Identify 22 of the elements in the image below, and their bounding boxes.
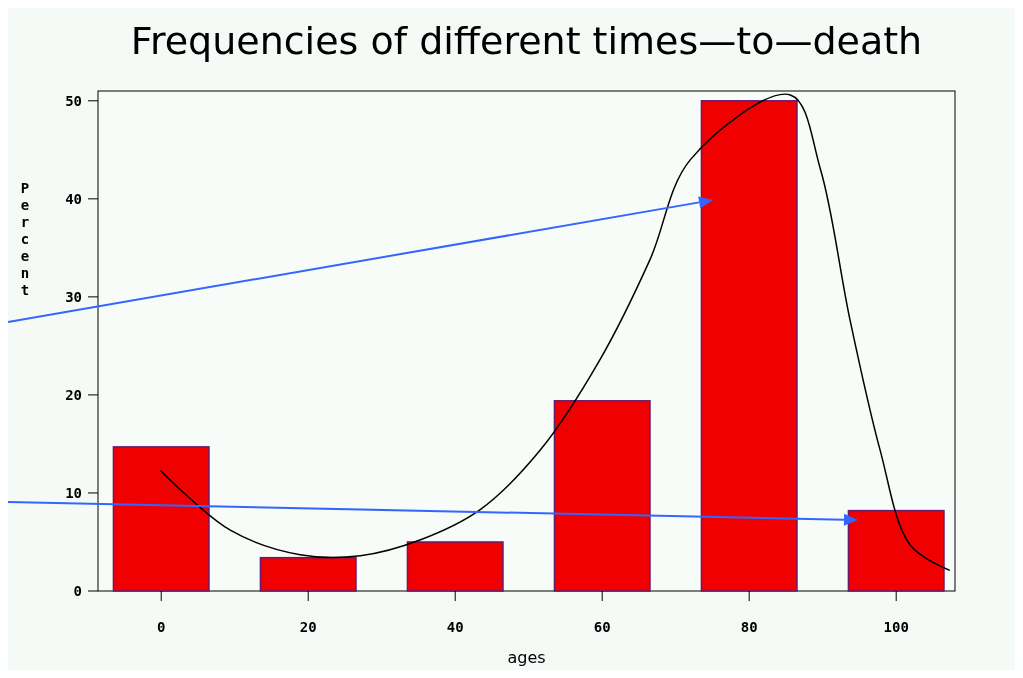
x-tick-label: 40 (446, 619, 464, 635)
x-tick-label: 100 (883, 619, 909, 635)
x-tick-label: 20 (299, 619, 317, 635)
y-tick-label: 50 (65, 92, 82, 109)
bar (847, 509, 945, 592)
bar (406, 541, 504, 592)
bar (259, 556, 357, 592)
y-tick-label: 40 (65, 190, 82, 207)
y-tick-label: 30 (65, 288, 82, 305)
x-tick-label: 60 (593, 619, 611, 635)
bar (553, 400, 651, 592)
x-axis-title: ages (507, 648, 546, 667)
line-series (159, 93, 951, 572)
chart-title: Frequencies of different times—to—death (130, 19, 923, 63)
bar (700, 100, 798, 592)
x-tick-label: 0 (156, 619, 166, 635)
y-tick-label: 10 (65, 484, 82, 501)
y-tick-label: 0 (73, 582, 82, 599)
y-axis-title: Percent (20, 180, 30, 298)
y-tick-label: 20 (65, 386, 82, 403)
x-tick-label: 80 (740, 619, 758, 635)
bar (112, 446, 210, 592)
